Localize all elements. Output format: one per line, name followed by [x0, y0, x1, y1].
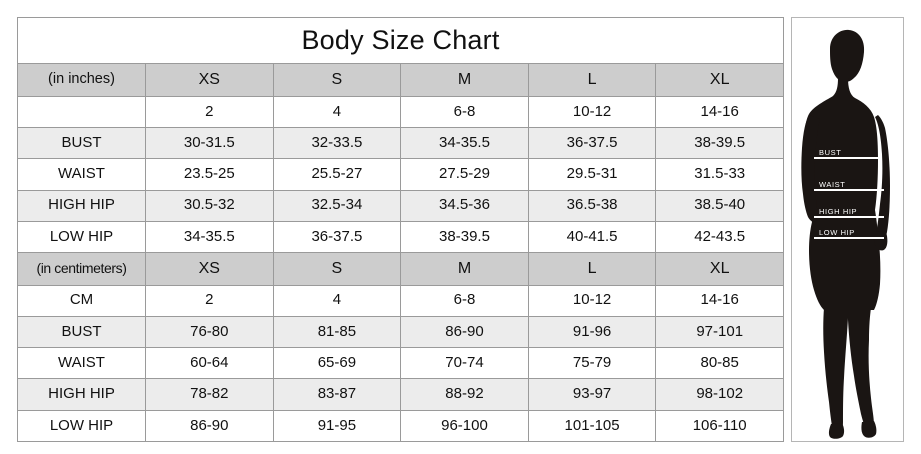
bust-measure-label: BUST	[819, 148, 842, 157]
cell-low-hip-cm-xs: 86-90	[145, 409, 274, 443]
inches-size-header-l: L	[527, 63, 657, 97]
chart-title-cell: Body Size Chart	[17, 16, 784, 65]
cell-low-hip-cm-xl: 106-110	[655, 409, 784, 443]
cm-size-header-xl: XL	[655, 252, 784, 286]
cm-numeric-size-s: 4	[272, 284, 402, 317]
body-figure-panel: BUST WAIST HIGH HIP LOW HIP	[791, 17, 904, 442]
inches-numeric-size-xl: 14-16	[655, 95, 784, 129]
cell-bust-in-m: 34-35.5	[400, 127, 529, 160]
table-row: LOW HIP 86-90 91-95 96-100 101-105 106-1…	[17, 409, 784, 443]
inches-numeric-size-label	[17, 95, 146, 129]
row-label-high-hip-in: HIGH HIP	[17, 189, 146, 222]
cell-waist-cm-s: 65-69	[272, 347, 402, 380]
female-silhouette-icon	[801, 29, 890, 439]
cell-bust-in-l: 36-37.5	[527, 127, 657, 160]
page-title: Body Size Chart	[301, 24, 500, 55]
cell-bust-cm-s: 81-85	[272, 315, 402, 349]
waist-measure-label: WAIST	[819, 180, 846, 189]
cell-bust-in-xl: 38-39.5	[655, 127, 784, 160]
cell-waist-cm-m: 70-74	[400, 347, 529, 380]
low-hip-measure-label: LOW HIP	[819, 228, 855, 237]
cell-waist-cm-l: 75-79	[527, 347, 657, 380]
cell-low-hip-in-m: 38-39.5	[400, 220, 529, 254]
cell-low-hip-in-s: 36-37.5	[272, 220, 402, 254]
cell-low-hip-in-xs: 34-35.5	[145, 220, 274, 254]
cm-numeric-size-l: 10-12	[527, 284, 657, 317]
row-label-bust-in: BUST	[17, 127, 146, 160]
cell-high-hip-cm-m: 88-92	[400, 378, 529, 411]
table-row: BUST 30-31.5 32-33.5 34-35.5 36-37.5 38-…	[17, 127, 784, 160]
inches-unit-label: (in inches)	[17, 63, 146, 97]
row-label-bust-cm: BUST	[17, 315, 146, 349]
cell-bust-cm-m: 86-90	[400, 315, 529, 349]
cell-high-hip-in-xl: 38.5-40	[655, 189, 784, 222]
cm-size-header-xs: XS	[145, 252, 274, 286]
table-row: BUST 76-80 81-85 86-90 91-96 97-101	[17, 315, 784, 349]
row-label-waist-cm: WAIST	[17, 347, 146, 380]
cell-low-hip-cm-l: 101-105	[527, 409, 657, 443]
cell-waist-cm-xl: 80-85	[655, 347, 784, 380]
table-row: HIGH HIP 78-82 83-87 88-92 93-97 98-102	[17, 378, 784, 411]
table-row: LOW HIP 34-35.5 36-37.5 38-39.5 40-41.5 …	[17, 220, 784, 254]
size-chart-table: Body Size Chart (in inches) XS S M L XL …	[17, 16, 784, 443]
cm-size-header-m: M	[400, 252, 529, 286]
cell-bust-in-s: 32-33.5	[272, 127, 402, 160]
cell-high-hip-in-xs: 30.5-32	[145, 189, 274, 222]
cell-waist-cm-xs: 60-64	[145, 347, 274, 380]
cell-low-hip-cm-s: 91-95	[272, 409, 402, 443]
centimeters-header-row: (in centimeters) XS S M L XL	[17, 252, 784, 286]
row-label-high-hip-cm: HIGH HIP	[17, 378, 146, 411]
high-hip-measure-label: HIGH HIP	[819, 207, 858, 216]
inches-numeric-size-s: 4	[272, 95, 402, 129]
cm-size-header-s: S	[272, 252, 402, 286]
cell-bust-cm-xs: 76-80	[145, 315, 274, 349]
cell-bust-in-xs: 30-31.5	[145, 127, 274, 160]
cell-waist-in-l: 29.5-31	[527, 158, 657, 191]
cell-high-hip-cm-xs: 78-82	[145, 378, 274, 411]
inches-size-header-xs: XS	[145, 63, 274, 97]
cell-waist-in-m: 27.5-29	[400, 158, 529, 191]
inches-size-header-s: S	[272, 63, 402, 97]
cell-high-hip-in-s: 32.5-34	[272, 189, 402, 222]
cell-low-hip-in-xl: 42-43.5	[655, 220, 784, 254]
table-row: WAIST 60-64 65-69 70-74 75-79 80-85	[17, 347, 784, 380]
inches-header-row: (in inches) XS S M L XL	[17, 63, 784, 97]
row-label-waist-in: WAIST	[17, 158, 146, 191]
cell-bust-cm-xl: 97-101	[655, 315, 784, 349]
inches-numeric-size-m: 6-8	[400, 95, 529, 129]
cell-high-hip-cm-l: 93-97	[527, 378, 657, 411]
inches-size-header-xl: XL	[655, 63, 784, 97]
inches-numeric-size-row: 2 4 6-8 10-12 14-16	[17, 95, 784, 129]
title-row: Body Size Chart	[17, 16, 784, 65]
table-row: HIGH HIP 30.5-32 32.5-34 34.5-36 36.5-38…	[17, 189, 784, 222]
row-label-low-hip-in: LOW HIP	[17, 220, 146, 254]
row-label-low-hip-cm: LOW HIP	[17, 409, 146, 443]
cell-waist-in-s: 25.5-27	[272, 158, 402, 191]
cell-bust-cm-l: 91-96	[527, 315, 657, 349]
cell-high-hip-cm-s: 83-87	[272, 378, 402, 411]
cell-waist-in-xs: 23.5-25	[145, 158, 274, 191]
cell-low-hip-in-l: 40-41.5	[527, 220, 657, 254]
cm-numeric-size-m: 6-8	[400, 284, 529, 317]
cm-row-label: CM	[17, 284, 146, 317]
cell-high-hip-in-l: 36.5-38	[527, 189, 657, 222]
inches-numeric-size-l: 10-12	[527, 95, 657, 129]
cell-low-hip-cm-m: 96-100	[400, 409, 529, 443]
inches-size-header-m: M	[400, 63, 529, 97]
cell-waist-in-xl: 31.5-33	[655, 158, 784, 191]
cm-numeric-size-xs: 2	[145, 284, 274, 317]
centimeters-unit-label: (in centimeters)	[17, 252, 146, 286]
cm-size-header-l: L	[527, 252, 657, 286]
cell-high-hip-in-m: 34.5-36	[400, 189, 529, 222]
table-row: WAIST 23.5-25 25.5-27 27.5-29 29.5-31 31…	[17, 158, 784, 191]
cm-numeric-size-xl: 14-16	[655, 284, 784, 317]
cm-numeric-size-row: CM 2 4 6-8 10-12 14-16	[17, 284, 784, 317]
inches-numeric-size-xs: 2	[145, 95, 274, 129]
cell-high-hip-cm-xl: 98-102	[655, 378, 784, 411]
